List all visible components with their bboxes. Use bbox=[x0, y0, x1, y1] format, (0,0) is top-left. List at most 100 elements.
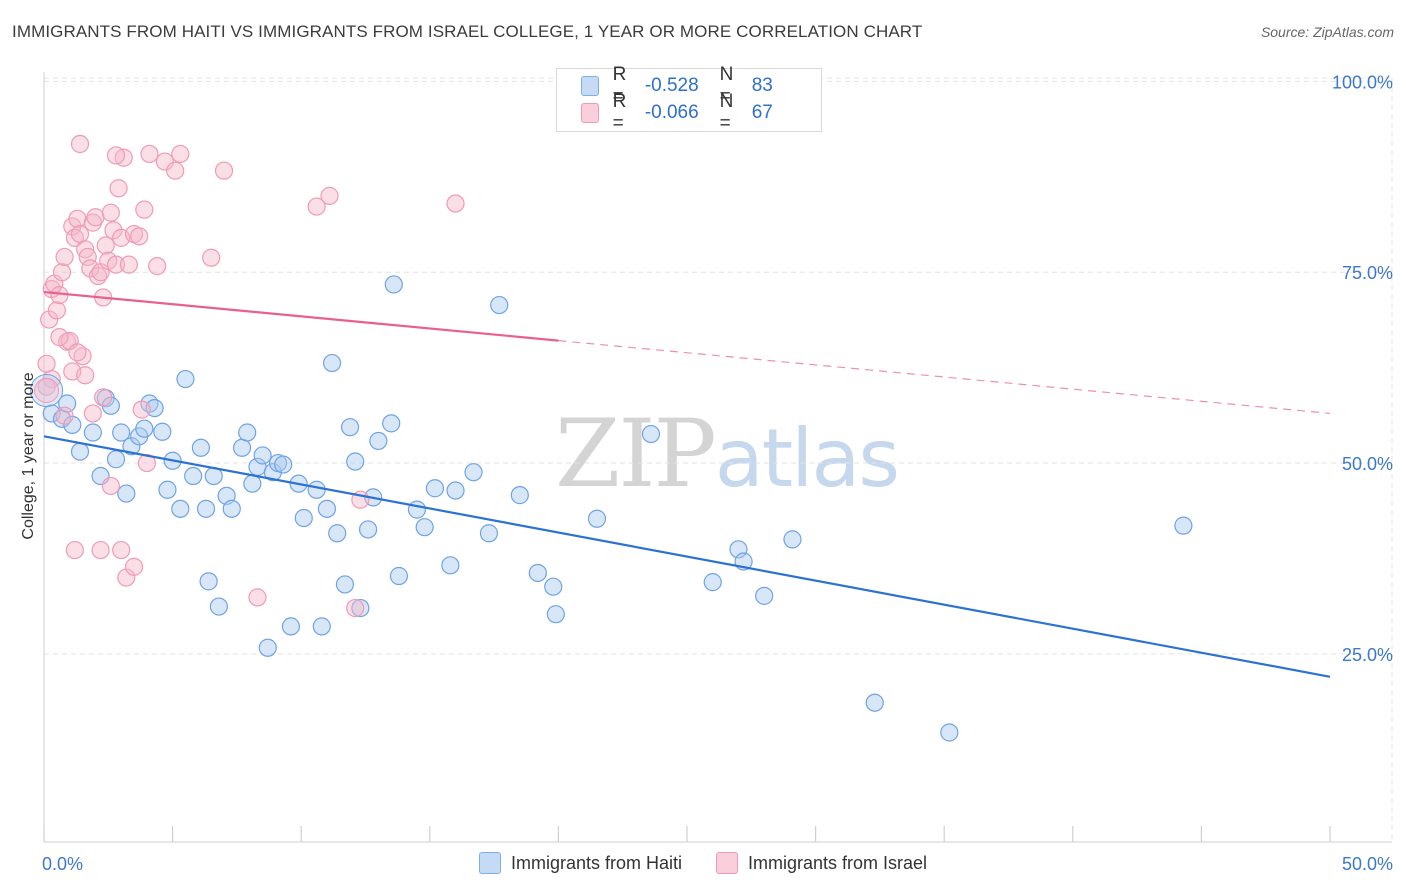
watermark-atlas: atlas bbox=[714, 412, 900, 505]
israel-point bbox=[81, 259, 100, 278]
haiti-point bbox=[441, 556, 460, 575]
haiti-point bbox=[122, 437, 141, 456]
legend-r-value: -0.528 bbox=[644, 75, 699, 96]
y-tick-label: 50.0% bbox=[1342, 454, 1393, 474]
legend-swatch-haiti bbox=[478, 852, 501, 874]
israel-point bbox=[112, 540, 131, 560]
haiti-point bbox=[112, 423, 131, 442]
haiti-point bbox=[384, 275, 403, 294]
israel-point bbox=[307, 197, 326, 216]
israel-point bbox=[171, 144, 190, 164]
haiti-point bbox=[415, 518, 434, 537]
haiti-point bbox=[184, 466, 203, 486]
y-tick-label: 100.0% bbox=[1332, 72, 1393, 92]
haiti-point bbox=[106, 450, 126, 469]
israel-point bbox=[40, 310, 59, 329]
israel-point bbox=[96, 236, 115, 255]
legend-row-israel: R = -0.066 N = 67 bbox=[581, 91, 826, 134]
watermark-zip: ZIP bbox=[555, 400, 717, 509]
legend-label-israel: Immigrants from Israel bbox=[747, 852, 928, 873]
israel-point bbox=[106, 255, 126, 274]
haiti-point bbox=[63, 415, 82, 434]
israel-point bbox=[55, 406, 74, 425]
israel-point bbox=[346, 598, 365, 618]
haiti-point bbox=[755, 586, 774, 605]
haiti-point bbox=[369, 431, 388, 451]
haiti-point bbox=[587, 509, 607, 528]
israel-point bbox=[320, 186, 339, 205]
chart-title: IMMIGRANTS FROM HAITI VS IMMIGRANTS FROM… bbox=[12, 22, 923, 41]
israel-trend-line bbox=[43, 290, 559, 342]
haiti-point bbox=[479, 524, 499, 543]
israel-point bbox=[55, 247, 74, 267]
haiti-point bbox=[83, 423, 102, 442]
haiti-point bbox=[312, 617, 331, 636]
israel-point bbox=[50, 328, 69, 347]
haiti-point bbox=[544, 577, 563, 596]
haiti-point bbox=[70, 442, 90, 461]
haiti-point bbox=[158, 480, 177, 499]
israel-point bbox=[124, 557, 144, 576]
haiti-point bbox=[294, 508, 313, 528]
legend-n-label: N = bbox=[719, 64, 734, 107]
haiti-point bbox=[117, 484, 136, 503]
haiti-point bbox=[446, 481, 465, 500]
legend-row-haiti: R = -0.528 N = 83 bbox=[581, 64, 826, 107]
x-tick-label: 50.0% bbox=[1342, 854, 1393, 874]
haiti-point bbox=[153, 422, 172, 441]
haiti-point bbox=[243, 474, 262, 493]
haiti-point bbox=[510, 486, 529, 505]
israel-point bbox=[155, 152, 174, 171]
israel-point bbox=[70, 134, 90, 154]
israel-point bbox=[68, 209, 87, 228]
legend-n-value: 83 bbox=[751, 75, 773, 96]
haiti-point bbox=[865, 693, 884, 712]
israel-point bbox=[132, 400, 151, 419]
israel-point bbox=[106, 146, 126, 165]
legend-item-haiti[interactable]: Immigrants from Haiti bbox=[478, 852, 682, 874]
haiti-point bbox=[783, 530, 802, 549]
israel-point bbox=[37, 354, 56, 373]
haiti-point bbox=[358, 520, 378, 539]
haiti-point bbox=[238, 423, 257, 442]
haiti-point bbox=[464, 463, 483, 482]
haiti-point bbox=[490, 295, 509, 315]
israel-point bbox=[101, 203, 120, 222]
legend-swatch-haiti bbox=[581, 76, 599, 96]
legend-label-haiti: Immigrants from Haiti bbox=[510, 852, 682, 873]
haiti-point bbox=[703, 573, 722, 592]
israel-point bbox=[135, 200, 154, 219]
israel-point bbox=[104, 221, 123, 240]
legend-item-israel[interactable]: Immigrants from Israel bbox=[715, 852, 928, 874]
haiti-point bbox=[335, 575, 355, 594]
israel-point bbox=[76, 366, 95, 385]
series-legend: Immigrants from Haiti Immigrants from Is… bbox=[0, 852, 1406, 874]
watermark: ZIPatlas bbox=[555, 400, 900, 509]
haiti-point bbox=[222, 499, 241, 518]
israel-point bbox=[101, 476, 120, 496]
legend-n-label: N = bbox=[719, 91, 734, 134]
haiti-point bbox=[407, 500, 427, 519]
haiti-point bbox=[176, 369, 195, 389]
haiti-point bbox=[322, 353, 342, 373]
haiti-point bbox=[641, 424, 661, 444]
israel-point bbox=[140, 144, 159, 164]
haiti-point bbox=[528, 563, 547, 583]
haiti-point bbox=[253, 446, 272, 465]
haiti-point bbox=[425, 479, 445, 498]
israel-point bbox=[446, 194, 465, 213]
israel-point bbox=[130, 227, 149, 246]
haiti-point bbox=[209, 597, 228, 616]
haiti-point bbox=[1174, 516, 1193, 535]
haiti-trend-line bbox=[43, 435, 1331, 678]
israel-point bbox=[248, 588, 267, 607]
haiti-point bbox=[135, 419, 154, 438]
haiti-point bbox=[263, 463, 283, 482]
haiti-point bbox=[171, 499, 190, 518]
legend-r-label: R = bbox=[612, 91, 627, 134]
haiti-point bbox=[340, 418, 360, 437]
israel-point bbox=[202, 248, 221, 267]
y-axis-label: College, 1 year or more bbox=[20, 372, 37, 540]
israel-point bbox=[65, 540, 84, 560]
